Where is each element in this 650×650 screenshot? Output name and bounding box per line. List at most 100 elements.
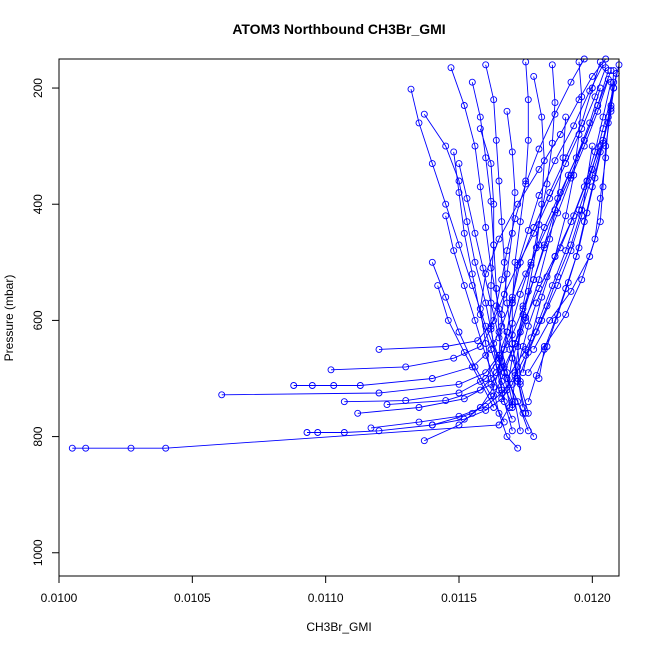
data-point xyxy=(500,398,508,406)
data-point xyxy=(474,337,482,345)
data-point xyxy=(463,218,471,226)
data-point xyxy=(476,183,484,191)
data-point xyxy=(495,328,503,336)
data-point xyxy=(460,395,468,403)
data-point xyxy=(607,78,615,86)
data-point xyxy=(538,316,546,324)
profile-line xyxy=(423,113,535,437)
data-point xyxy=(514,261,522,269)
y-tick-label: 1000 xyxy=(31,539,45,566)
plot-frame xyxy=(58,58,620,577)
data-point xyxy=(543,273,551,281)
data-point xyxy=(482,224,490,231)
data-point xyxy=(535,145,543,153)
data-point xyxy=(476,386,484,394)
data-point xyxy=(428,375,436,382)
data-point xyxy=(578,276,586,284)
data-point xyxy=(578,93,586,101)
profile-series-19 xyxy=(375,64,610,353)
data-point xyxy=(482,61,490,69)
y-tick-label: 800 xyxy=(31,426,45,446)
profile-line xyxy=(330,58,585,371)
profile-line xyxy=(517,146,593,382)
data-point xyxy=(535,165,543,173)
data-point xyxy=(599,113,607,121)
data-point xyxy=(570,212,578,220)
data-point xyxy=(586,253,594,260)
profile-line xyxy=(533,70,615,350)
profile-series-6 xyxy=(327,55,588,374)
data-point xyxy=(492,363,500,371)
data-point xyxy=(460,102,468,109)
profile-line xyxy=(432,145,601,426)
data-point xyxy=(591,174,599,182)
data-point xyxy=(607,67,615,75)
profile-line xyxy=(538,82,615,379)
data-point xyxy=(508,229,516,237)
data-point xyxy=(503,299,511,307)
data-point xyxy=(567,287,575,295)
data-point xyxy=(524,398,532,406)
data-point xyxy=(554,282,562,290)
data-point xyxy=(522,177,530,185)
profile-line xyxy=(424,64,604,442)
data-point xyxy=(556,189,564,197)
x-tick-label: 0.0120 xyxy=(574,591,611,605)
data-point xyxy=(602,154,610,162)
data-point xyxy=(482,340,490,348)
data-point xyxy=(162,444,170,452)
data-layer xyxy=(68,55,623,452)
data-point xyxy=(487,197,495,205)
data-point xyxy=(596,194,604,202)
data-point xyxy=(375,389,383,397)
profile-line xyxy=(386,87,601,406)
data-point xyxy=(519,302,527,310)
data-point xyxy=(455,328,463,336)
data-point xyxy=(503,270,511,278)
data-point xyxy=(327,366,335,374)
data-point xyxy=(607,104,615,112)
data-point xyxy=(580,183,588,191)
data-point xyxy=(460,348,468,356)
data-point xyxy=(559,154,567,162)
data-point xyxy=(524,136,532,144)
profile-series-29 xyxy=(468,78,514,411)
data-point xyxy=(610,78,618,86)
data-point xyxy=(375,345,383,353)
data-point xyxy=(495,177,503,185)
data-point xyxy=(532,328,540,336)
data-point xyxy=(586,87,594,95)
profile-series-9 xyxy=(420,110,538,441)
data-point xyxy=(460,229,468,237)
data-point xyxy=(498,276,506,284)
data-point xyxy=(591,235,599,243)
profile-line xyxy=(471,82,511,408)
data-point xyxy=(508,354,516,362)
data-point xyxy=(538,200,546,208)
x-tick-label: 0.0105 xyxy=(174,591,211,605)
data-point xyxy=(599,183,607,191)
profile-series-28 xyxy=(514,142,596,385)
data-point xyxy=(476,377,484,385)
data-point xyxy=(330,382,338,389)
data-point xyxy=(455,189,463,197)
data-point xyxy=(487,264,495,272)
data-point xyxy=(495,421,503,429)
data-point xyxy=(532,244,540,252)
data-point xyxy=(548,282,556,290)
profile-series-22 xyxy=(428,142,604,429)
data-point xyxy=(490,404,498,411)
data-point xyxy=(495,235,503,243)
data-point xyxy=(546,194,554,202)
data-point xyxy=(500,369,508,377)
data-point xyxy=(508,319,516,327)
data-point xyxy=(442,343,450,350)
data-point xyxy=(498,386,506,394)
data-point xyxy=(495,409,503,417)
data-point xyxy=(554,194,562,202)
x-axis: 0.0100 0.0105 0.0110 0.0115 0.0120 xyxy=(41,575,611,605)
data-point xyxy=(455,241,463,249)
data-point xyxy=(516,328,524,336)
data-point xyxy=(540,157,548,165)
data-point xyxy=(450,148,458,156)
